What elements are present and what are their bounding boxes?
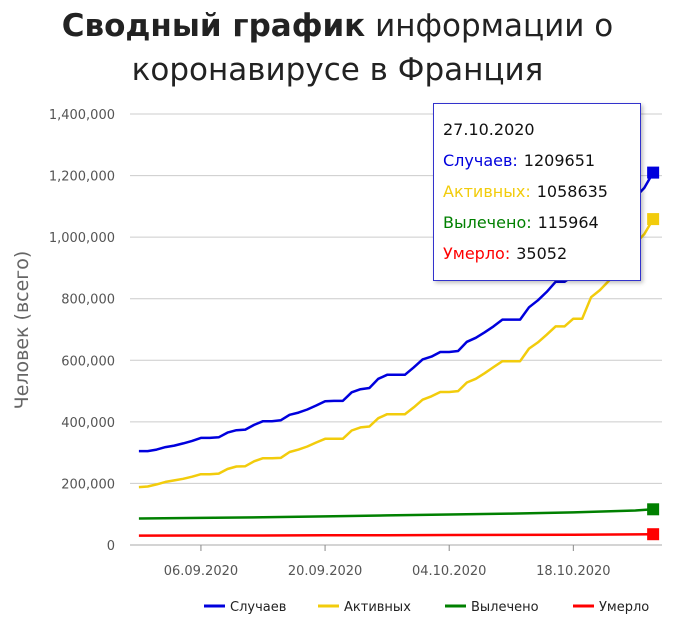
legend-item-0[interactable]: Случаев (204, 600, 286, 615)
series-end-marker-0[interactable] (647, 166, 660, 179)
legend-label: Умерло (599, 600, 649, 615)
tooltip-value-active: 1058635 (536, 182, 608, 201)
y-tick-label: 400,000 (61, 416, 115, 431)
series-end-marker-3[interactable] (647, 528, 660, 541)
tooltip-label-deaths: Умерло: (443, 244, 511, 263)
tooltip-row-deaths: Умерло: 35052 (443, 238, 640, 269)
tooltip-row-active: Активных: 1058635 (443, 176, 640, 207)
series-line-2[interactable] (138, 508, 654, 520)
legend-item-1[interactable]: Активных (318, 600, 411, 615)
tooltip-date: 27.10.2020 (443, 120, 535, 139)
x-tick-label: 18.10.2020 (536, 564, 610, 579)
legend-label: Активных (344, 600, 411, 615)
tooltip-row-recovered: Вылечено: 115964 (443, 207, 640, 238)
chart-title-line2: коронавирусе в Франция (131, 52, 544, 88)
chart-title: Сводный график информации о коронавирусе… (0, 4, 675, 92)
y-tick-label: 1,200,000 (49, 170, 115, 185)
y-axis-ticks: 0 200,000 400,000 600,000 800,000 1,000,000 1,… (49, 108, 115, 554)
x-tick-label: 20.09.2020 (288, 564, 362, 579)
series-line-1[interactable] (138, 218, 655, 489)
x-tick-label: 06.09.2020 (164, 564, 238, 579)
tooltip-row-cases: Случаев: 1209651 (443, 145, 640, 176)
tooltip-label-cases: Случаев: (443, 151, 518, 170)
legend-label: Вылечено (471, 600, 539, 615)
x-tick-label: 04.10.2020 (412, 564, 486, 579)
chart-title-bold: Сводный график (61, 8, 366, 44)
tooltip: 27.10.2020 Случаев: 1209651 Активных: 1058… (433, 103, 641, 281)
y-axis-label: Человек (всего) (11, 251, 33, 410)
y-tick-label: 600,000 (61, 354, 115, 369)
y-tick-label: 0 (107, 539, 115, 554)
y-tick-label: 200,000 (61, 477, 115, 492)
tooltip-label-active: Активных: (443, 182, 531, 201)
y-tick-label: 1,000,000 (49, 231, 115, 246)
series-line-3[interactable] (138, 532, 654, 537)
tooltip-value-deaths: 35052 (516, 244, 568, 263)
legend-item-3[interactable]: Умерло (573, 600, 649, 615)
y-tick-label: 800,000 (61, 293, 115, 308)
tooltip-label-recovered: Вылечено: (443, 213, 532, 232)
tooltip-value-recovered: 115964 (537, 213, 599, 232)
legend[interactable]: Случаев Активных Вылечено Умерло (204, 600, 649, 615)
x-axis-ticks: 06.09.2020 20.09.2020 04.10.2020 18.10.2020 (164, 545, 611, 579)
legend-item-2[interactable]: Вылечено (445, 600, 539, 615)
y-tick-label: 1,400,000 (49, 108, 115, 123)
series-end-marker-2[interactable] (647, 503, 660, 516)
chart-title-line1: Сводный график информации о (0, 4, 675, 48)
tooltip-value-cases: 1209651 (523, 151, 596, 170)
chart-title-rest: информации о (365, 8, 614, 44)
legend-label: Случаев (230, 600, 286, 615)
series-end-marker-1[interactable] (647, 213, 660, 226)
